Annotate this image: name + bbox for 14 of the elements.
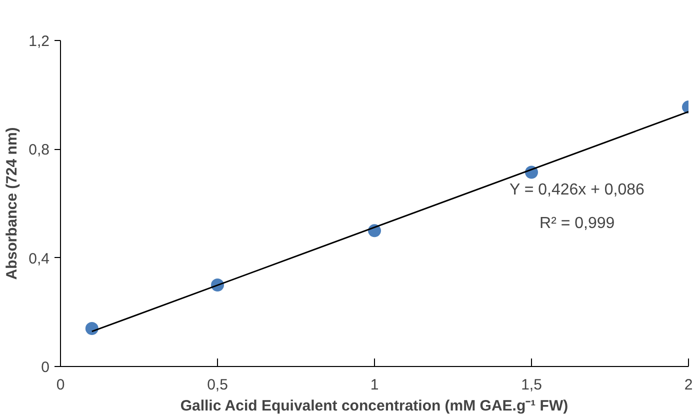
annotation: R² = 0,999 (540, 215, 615, 232)
x-tick-label: 0 (56, 376, 65, 394)
x-tick-label: 0,5 (207, 376, 228, 394)
y-tick-label: 0 (41, 359, 50, 376)
y-tick-label: 0,8 (28, 142, 50, 159)
annotation: Y = 0,426x + 0,086 (509, 182, 645, 199)
point (85, 322, 98, 335)
y-tick-label: 0,4 (28, 250, 50, 268)
y-axis-title: Absorbance (724 nm) (4, 127, 21, 280)
x-tick-label: 1 (370, 376, 379, 394)
x-tick-label: 2 (684, 376, 693, 394)
x-tick-label: 1,5 (521, 376, 542, 394)
x-axis-title: Gallic Acid Equivalent concentration (mM GAE.g⁻¹ FW) (180, 398, 568, 414)
y-tick-label: 1,2 (28, 33, 50, 50)
